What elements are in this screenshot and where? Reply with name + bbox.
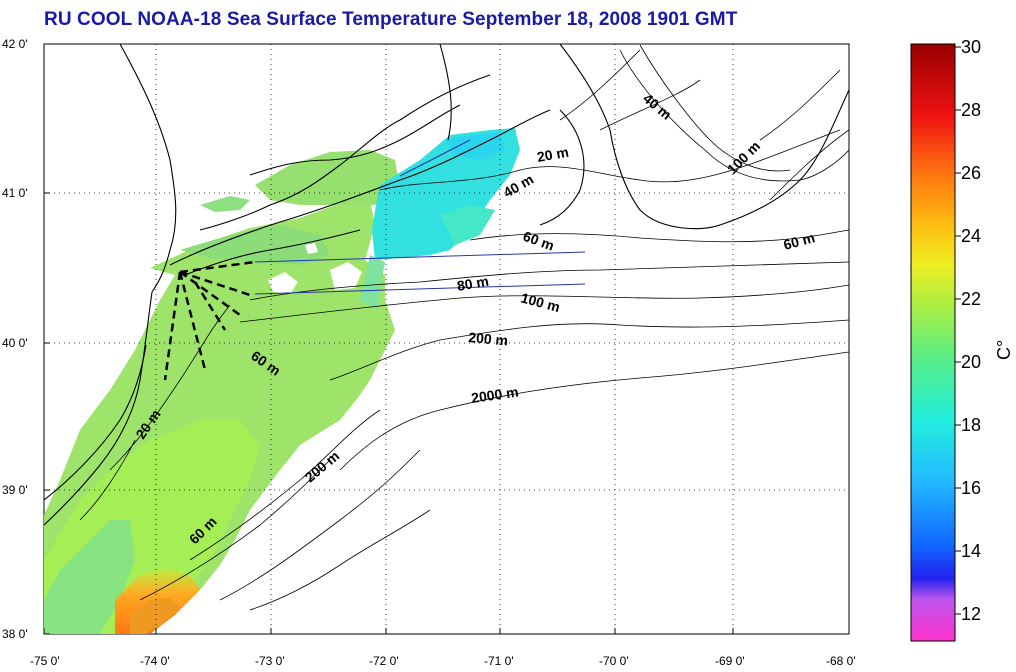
lon-tick-label: -72 0'	[369, 654, 399, 668]
lon-tick-label: -70 0'	[599, 654, 629, 668]
lat-tick-label: 41 0'	[2, 186, 28, 200]
axis-ticks	[43, 43, 850, 635]
contour-label-200m: 200 m	[468, 329, 509, 348]
sst-imagery	[44, 128, 520, 634]
colorbar-tick-label: 22	[961, 289, 981, 309]
lat-tick-label: 39 0'	[2, 483, 28, 497]
lon-tick-label: -73 0'	[255, 654, 285, 668]
graticule	[44, 44, 849, 634]
lat-tick-label: 38 0'	[2, 627, 28, 641]
bathymetry-contours	[79, 44, 849, 611]
lon-tick-labels: -75 0' -74 0' -73 0' -72 0' -71 0' -70 0…	[30, 654, 856, 668]
lat-tick-labels: 42 0' 41 0' 40 0' 39 0' 38 0'	[2, 37, 28, 641]
colorbar-tick-label: 28	[961, 100, 981, 120]
contour-label-80m: 80 m	[456, 273, 490, 294]
map-title: RU COOL NOAA-18 Sea Surface Temperature …	[44, 9, 738, 30]
lon-tick-label: -69 0'	[715, 654, 745, 668]
colorbar-unit-label: C°	[994, 340, 1014, 360]
lon-tick-label: -74 0'	[140, 654, 170, 668]
colorbar-tick-label: 14	[961, 541, 981, 561]
lon-tick-label: -75 0'	[30, 654, 60, 668]
colorbar-tick-label: 20	[961, 352, 981, 372]
colorbar-tick-label: 26	[961, 163, 981, 183]
colorbar-scale	[910, 43, 956, 642]
lon-tick-label: -68 0'	[826, 654, 856, 668]
contour-label-20m-north: 20 m	[536, 144, 570, 165]
radar-lines	[163, 260, 256, 381]
colorbar-tick-label: 16	[961, 478, 981, 498]
lon-tick-label: -71 0'	[484, 654, 514, 668]
contour-label-2000m: 2000 m	[470, 384, 519, 406]
colorbar-tick-label: 24	[961, 226, 981, 246]
colorbar: 30 28 26 24 22 20 18 16 14 12 C°	[910, 37, 1014, 642]
lat-tick-label: 40 0'	[2, 336, 28, 350]
transect-lines	[254, 139, 586, 295]
colorbar-tick-label: 18	[961, 415, 981, 435]
coastline	[44, 44, 849, 526]
lat-tick-label: 42 0'	[2, 37, 28, 51]
map-layers: 20 m 40 m 60 m 80 m 100 m 200 m 2000 m 4…	[44, 44, 849, 634]
contour-label-60m-east: 60 m	[782, 229, 817, 253]
colorbar-tick-label: 12	[961, 604, 981, 624]
colorbar-tick-label: 30	[961, 37, 981, 57]
